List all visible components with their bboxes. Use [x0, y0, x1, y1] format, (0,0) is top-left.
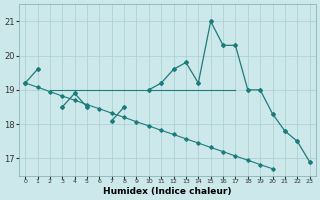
X-axis label: Humidex (Indice chaleur): Humidex (Indice chaleur) — [103, 187, 232, 196]
